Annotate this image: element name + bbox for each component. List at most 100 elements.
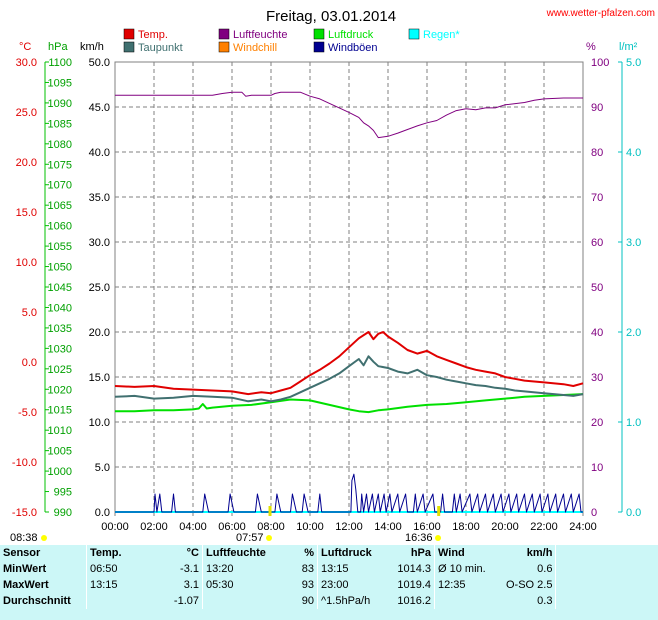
sun-icon xyxy=(435,535,441,541)
series-temp-line xyxy=(114,331,584,396)
x-tick-label: 24:00 xyxy=(569,521,597,533)
humidity-tick-label: 30 xyxy=(591,372,603,384)
x-tick-label: 04:00 xyxy=(179,521,207,533)
temp-tick-label: -10.0 xyxy=(12,457,37,469)
x-tick-label: 20:00 xyxy=(491,521,519,533)
x-tick-label: 12:00 xyxy=(335,521,363,533)
legend-label: Luftdruck xyxy=(328,29,374,41)
x-tick-label: 00:00 xyxy=(101,521,129,533)
cell: 0.6 xyxy=(537,563,553,575)
pressure-tick-label: 1055 xyxy=(48,241,72,253)
sun-icon xyxy=(266,535,272,541)
chart-series xyxy=(114,91,584,513)
pressure-tick-label: 1010 xyxy=(48,425,72,437)
x-tick-label: 16:00 xyxy=(413,521,441,533)
pressure-tick-label: 1030 xyxy=(48,343,72,355)
row-label: Durchschnitt xyxy=(3,595,71,607)
rain-tick-label: 2.0 xyxy=(626,327,641,339)
legend-swatch xyxy=(408,28,420,40)
stats-header-row: Sensor Temp. °C Luftfeuchte % Luftdruck … xyxy=(0,545,653,561)
pressure-tick-label: 1085 xyxy=(48,118,72,130)
stats-panel: Sensor Temp. °C Luftfeuchte % Luftdruck … xyxy=(0,545,658,620)
left-axes: 30.0 25.0 20.0 15.0 10.0 5.0 0.0 -5.0 -10.0 -15.0… xyxy=(12,57,110,519)
col-temp-unit: °C xyxy=(186,547,199,559)
cell: 13:15 xyxy=(86,577,147,593)
cell: 90 xyxy=(301,595,314,607)
pressure-tick-label: 1045 xyxy=(48,282,72,294)
legend-swatch xyxy=(313,41,325,53)
row-label: MaxWert xyxy=(3,579,49,591)
cell: 12:35 xyxy=(434,577,503,593)
weather-chart: Freitag, 03.01.2014 www.wetter-pfalzen.c… xyxy=(10,8,655,544)
humidity-tick-label: 100 xyxy=(591,57,609,69)
pressure-tick-label: 1070 xyxy=(48,180,72,192)
wind-tick-label: 50.0 xyxy=(89,57,110,69)
humidity-tick-label: 20 xyxy=(591,417,603,429)
cell: 06:50 xyxy=(86,561,147,577)
humidity-tick-label: 40 xyxy=(591,327,603,339)
x-tick-label: 10:00 xyxy=(296,521,324,533)
sun-icon xyxy=(41,535,47,541)
legend-swatch xyxy=(218,41,230,53)
temp-tick-label: 30.0 xyxy=(16,57,37,69)
wind-tick-label: 30.0 xyxy=(89,237,110,249)
cell: 13:15 xyxy=(317,561,390,577)
pressure-tick-label: 1025 xyxy=(48,364,72,376)
pressure-tick-label: 1000 xyxy=(48,466,72,478)
sunset-time: 16:36 xyxy=(405,532,433,544)
legend-label: Regen* xyxy=(423,29,460,41)
temp-tick-label: -15.0 xyxy=(12,507,37,519)
legend-label: Windchill xyxy=(233,42,277,54)
cell: 1014.3 xyxy=(397,563,431,575)
pressure-tick-label: 1090 xyxy=(48,98,72,110)
temp-unit-label: °C xyxy=(19,41,31,53)
sun-left-time: 08:38 xyxy=(10,532,38,544)
cell: 1016.2 xyxy=(397,595,431,607)
x-tick-label: 14:00 xyxy=(374,521,402,533)
series-taupunkt-line xyxy=(114,355,584,403)
wind-tick-label: 40.0 xyxy=(89,147,110,159)
wind-tick-label: 20.0 xyxy=(89,327,110,339)
rain-tick-label: 4.0 xyxy=(626,147,641,159)
humidity-tick-label: 50 xyxy=(591,282,603,294)
pressure-tick-label: 990 xyxy=(54,507,72,519)
wind-tick-label: 5.0 xyxy=(95,462,110,474)
temp-tick-label: -5.0 xyxy=(18,407,37,419)
pressure-tick-label: 1095 xyxy=(48,77,72,89)
cell xyxy=(555,577,653,593)
stats-table: Sensor Temp. °C Luftfeuchte % Luftdruck … xyxy=(0,545,653,609)
cell: 93 xyxy=(301,579,314,591)
cell: 05:30 xyxy=(202,577,289,593)
legend-swatch xyxy=(218,28,230,40)
legend-label: Windböen xyxy=(328,42,378,54)
wind-unit-label: km/h xyxy=(80,41,104,53)
x-tick-label: 02:00 xyxy=(140,521,168,533)
pressure-tick-label: 995 xyxy=(54,487,72,499)
cell: 1019.4 xyxy=(397,579,431,591)
site-url: www.wetter-pfalzen.com xyxy=(546,8,655,19)
x-tick-label: 08:00 xyxy=(257,521,285,533)
stats-row-avg: Durchschnitt -1.07 90 ^1.5hPa/h 1016.2 0… xyxy=(0,593,653,609)
wind-tick-label: 10.0 xyxy=(89,417,110,429)
x-tick-label: 22:00 xyxy=(530,521,558,533)
legend-swatch xyxy=(123,41,135,53)
cell: 23:00 xyxy=(317,577,390,593)
col-wind-unit: km/h xyxy=(526,547,553,559)
chart-grid xyxy=(114,61,584,513)
stats-row-min: MinWert 06:50 -3.1 13:20 83 13:15 1014.3… xyxy=(0,561,653,577)
axis-unit-labels: °C hPa km/h% l/m² xyxy=(19,41,638,53)
x-tick-label: 06:00 xyxy=(218,521,246,533)
humidity-tick-label: 70 xyxy=(591,192,603,204)
rain-tick-label: 0.0 xyxy=(626,507,641,519)
pressure-tick-label: 1060 xyxy=(48,221,72,233)
col-temp: Temp. xyxy=(86,545,147,561)
pressure-unit-label: hPa xyxy=(48,41,68,53)
wind-tick-label: 0.0 xyxy=(95,507,110,519)
humidity-tick-label: 60 xyxy=(591,237,603,249)
rain-tick-label: 3.0 xyxy=(626,237,641,249)
temp-tick-label: 0.0 xyxy=(22,357,37,369)
series-luftdruck-line xyxy=(115,393,584,414)
legend-swatch xyxy=(123,28,135,40)
rain-tick-label: 1.0 xyxy=(626,417,641,429)
